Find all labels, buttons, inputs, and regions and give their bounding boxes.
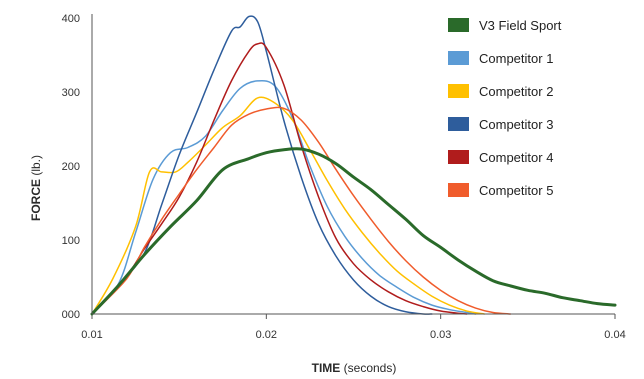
series-line-competitor-2 (91, 96, 485, 315)
x-tick-label: 0.04 (604, 329, 625, 341)
y-tick-label: 100 (62, 235, 80, 247)
legend-swatch (448, 84, 469, 98)
legend: V3 Field Sport Competitor 1 Competitor 2 Co… (448, 18, 562, 198)
legend-swatch (448, 117, 469, 131)
y-axis-title-unit: (lb.) (29, 155, 43, 179)
x-tick-label: 0.02 (256, 329, 277, 341)
y-tick-label: 300 (62, 87, 80, 99)
legend-label: Competitor 3 (479, 117, 553, 132)
y-tick-label: 000 (62, 309, 80, 321)
series-line-competitor-1 (91, 79, 477, 315)
x-axis-title-unit: (seconds) (340, 361, 396, 375)
legend-swatch (448, 51, 469, 65)
legend-label: Competitor 5 (479, 183, 553, 198)
y-tick-label: 200 (62, 161, 80, 173)
legend-label: Competitor 1 (479, 51, 553, 66)
x-axis-title: TIME (seconds) (312, 361, 397, 375)
x-tick-label: 0.01 (81, 329, 102, 341)
series-line-competitor-5 (91, 106, 512, 315)
y-axis-title: FORCE (lb.) (29, 155, 43, 221)
series-line-competitor-4 (91, 42, 468, 315)
legend-swatch (448, 18, 469, 32)
x-axis-ticks: 0.01 0.02 0.03 0.04 (81, 314, 626, 341)
legend-label: Competitor 4 (479, 150, 553, 165)
y-tick-label: 400 (62, 13, 80, 25)
series-line-v3-field-sport (90, 147, 617, 316)
x-tick-label: 0.03 (430, 329, 451, 341)
y-axis-ticks: 000 100 200 300 400 (62, 13, 80, 321)
x-axis-title-main: TIME (312, 361, 341, 375)
legend-swatch (448, 150, 469, 164)
series-lines (90, 15, 617, 316)
legend-swatch (448, 183, 469, 197)
legend-label: V3 Field Sport (479, 18, 562, 33)
y-axis-title-main: FORCE (29, 179, 43, 221)
legend-label: Competitor 2 (479, 84, 553, 99)
series-line-competitor-3 (91, 15, 433, 315)
